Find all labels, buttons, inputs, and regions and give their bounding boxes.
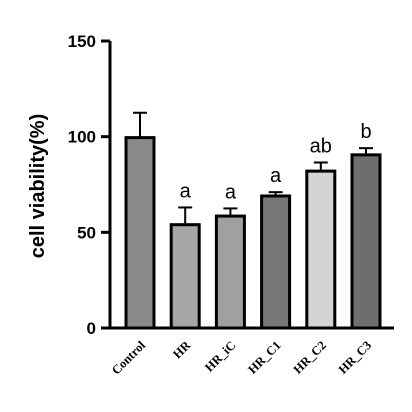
x-tick-label: HR: [170, 338, 194, 362]
significance-label: a: [180, 180, 192, 202]
y-tick-label: 50: [77, 223, 96, 242]
y-axis-label-group: cell viability(%): [27, 114, 49, 259]
y-tick-label: 0: [87, 319, 96, 338]
bar: [350, 153, 382, 330]
bar: [169, 223, 201, 330]
plot-area: 0 50 100 150 Control a HR a HR_iC a HR_C1 ab HR_C2 b H…: [68, 32, 394, 377]
significance-label: b: [360, 121, 371, 143]
x-tick-label: HR_C1: [245, 338, 283, 376]
x-tick-label: HR_C2: [291, 338, 329, 376]
y-axis-label: cell viability(%): [27, 114, 49, 259]
significance-label: a: [270, 165, 282, 187]
x-tick-label: Control: [109, 338, 149, 378]
significance-label: a: [225, 181, 237, 203]
bar: [124, 136, 156, 330]
y-tick-label: 100: [68, 128, 96, 147]
x-tick-label: HR_C3: [336, 338, 374, 376]
bar: [305, 169, 337, 330]
significance-label: ab: [310, 135, 332, 157]
bar: [260, 194, 292, 330]
bar: [214, 214, 246, 330]
y-tick-label: 150: [68, 32, 96, 51]
x-tick-label: HR_iC: [202, 338, 238, 374]
